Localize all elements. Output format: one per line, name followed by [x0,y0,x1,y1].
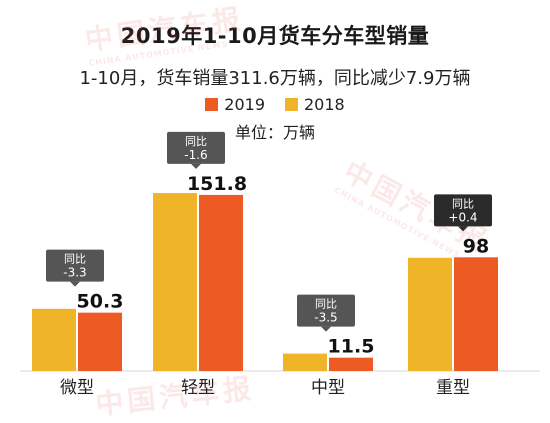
legend-label-2018: 2018 [304,95,345,114]
yoy-callout-value-light: -1.6 [184,148,207,162]
yoy-callout-value-micro: -3.3 [63,266,86,280]
category-label-light: 轻型 [181,378,215,398]
yoy-callout-pointer-light [191,163,201,169]
yoy-callout-value-medium: -3.5 [314,311,337,325]
legend-label-2019: 2019 [224,95,265,114]
yoy-callout-title-light: 同比 [185,135,207,148]
legend-item-2019: 2019 [205,95,265,114]
chart-subtitle: 1-10月，货车销量311.6万辆，同比减少7.9万辆 [79,68,471,89]
yoy-callout-box-micro [46,249,104,282]
yoy-callout-title-medium: 同比 [315,298,337,311]
yoy-callout-value-heavy: +0.4 [448,210,477,224]
yoy-callout-pointer-heavy [458,226,468,232]
bar-2019-medium [329,357,373,371]
bar-2018-micro [32,308,76,371]
bar-2018-light [153,193,197,371]
category-label-heavy: 重型 [436,378,470,398]
bar-2019-heavy [454,257,498,371]
bar-2019-micro [78,312,122,371]
bar-2019-light [199,194,243,371]
yoy-callout-pointer-micro [70,281,80,287]
value-label-2019-micro: 50.3 [77,291,124,313]
value-label-2019-heavy: 98 [463,235,489,257]
legend-swatch-2018 [285,98,298,111]
chart-legend: 2019 2018 [0,95,550,114]
yoy-callout-box-light [167,131,225,164]
yoy-callout-box-medium [297,294,355,327]
bar-2018-heavy [408,257,452,371]
value-label-2019-medium: 11.5 [328,336,375,358]
value-label-2019-light: 151.8 [187,173,247,195]
yoy-callout-pointer-medium [321,326,331,332]
bar-2018-medium [283,353,327,371]
category-label-medium: 中型 [311,378,345,398]
category-label-micro: 微型 [60,378,94,398]
legend-swatch-2019 [205,98,219,111]
yoy-callout-title-micro: 同比 [64,253,86,266]
chart-title: 2019年1-10月货车分车型销量 [120,24,430,48]
unit-label: 单位：万辆 [234,123,315,142]
yoy-callout-box-heavy [434,194,492,227]
legend-item-2018: 2018 [285,95,345,114]
yoy-callout-title-heavy: 同比 [452,197,474,210]
